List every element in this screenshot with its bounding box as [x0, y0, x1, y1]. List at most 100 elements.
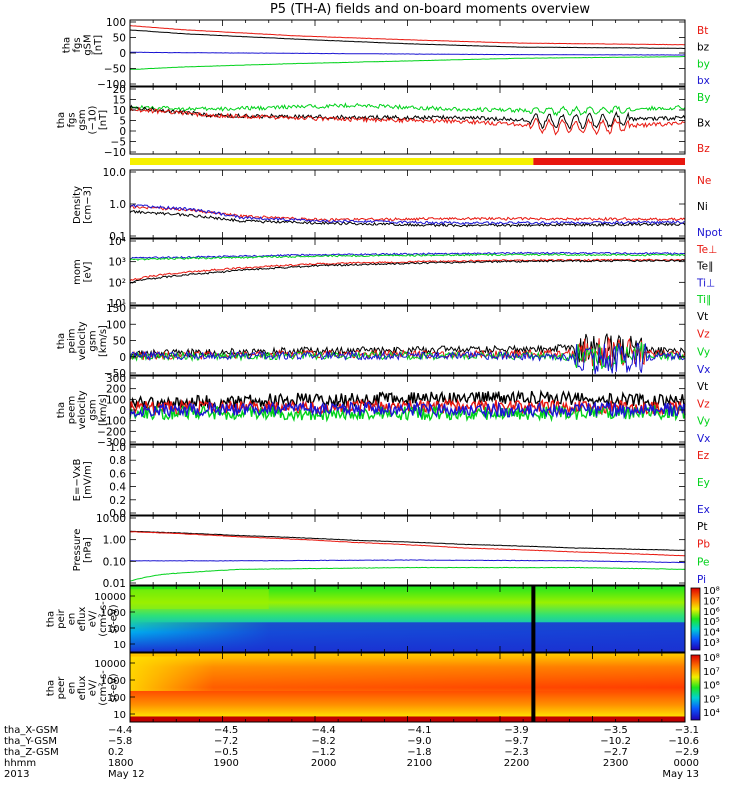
y-tick-label: 10²: [108, 277, 126, 289]
y-tick-label: 10: [113, 710, 126, 721]
legend-entry: Pi: [697, 574, 706, 586]
data-gap-stripe: [531, 586, 536, 652]
y-tick-label: 0.0: [109, 508, 126, 520]
colorbar-tick-label: 10⁶: [703, 607, 720, 618]
y-tick-label: 0: [119, 405, 126, 417]
x-axis-row-label: tha_X-GSM: [4, 725, 58, 736]
y-axis-label: [nT]: [93, 35, 104, 55]
panel-frame: [129, 86, 686, 155]
y-axis-label: (cm²-s-: [98, 601, 109, 637]
ion-high-energy-band: [130, 589, 269, 610]
series-line-vy: [129, 342, 686, 371]
y-tick-label: −200: [97, 426, 126, 438]
y-axis-label: fgs: [67, 112, 78, 127]
y-tick-label: 10.00: [96, 513, 126, 525]
x-axis-row-label: tha_Y-GSM: [4, 736, 57, 747]
y-axis-label: peem: [67, 396, 78, 424]
y-tick-label: 10: [113, 105, 126, 117]
y-tick-label: 200: [106, 384, 126, 396]
x-axis-value: −3.9: [504, 725, 528, 736]
legend-entry: Ti∥: [696, 294, 711, 306]
y-axis-label: tha: [56, 333, 67, 349]
y-tick-label: −50: [104, 64, 126, 76]
legend-entry: Pt: [697, 521, 707, 533]
y-tick-label: 0.10: [103, 556, 126, 568]
legend-entry: Te∥: [696, 261, 713, 273]
y-tick-label: 150: [106, 303, 126, 315]
series-line-pe: [129, 566, 686, 582]
y-axis-label: [km/s]: [98, 394, 109, 426]
fgs-gsm-panel: 100 50 0 −50 −100 Bt bz by bx tha fgs gSM [nT]: [61, 17, 710, 91]
y-axis-label: tha: [46, 611, 57, 627]
y-axis-label: peir: [56, 608, 67, 628]
y-tick-label: 1000: [101, 608, 126, 619]
y-axis-label: velocity: [77, 390, 88, 429]
x-axis-row-label: 2013: [4, 769, 29, 780]
y-tick-label: 100: [106, 319, 126, 331]
y-tick-label: 0: [119, 126, 126, 138]
y-tick-label: 1000: [101, 676, 126, 687]
y-tick-label: 1.0: [109, 199, 126, 211]
series-line-ti: [129, 253, 685, 261]
series-line-bz: [129, 106, 685, 136]
y-axis-label: [mV/m]: [82, 461, 93, 499]
y-axis-label: [nPa]: [82, 537, 93, 563]
x-axis-value: −10.6: [668, 736, 699, 747]
y-tick-label: 100: [106, 394, 126, 406]
figure-title: P5 (TH-A) fields and on-board moments ov…: [270, 2, 590, 17]
y-tick-label: −100: [97, 416, 126, 428]
panel-frame: [129, 515, 686, 586]
y-axis-label: eV/: [88, 679, 99, 696]
x-axis-value: −2.7: [603, 747, 627, 758]
x-axis-value: May 12: [108, 769, 145, 780]
legend-entry: Vz: [697, 329, 710, 341]
peer-spec-panel: 10⁸ 10⁷ 10⁶ 10⁵ 10⁴ 10000 1000 100 10 tha peer en ef…: [46, 652, 720, 723]
legend-entry: Bz: [697, 143, 710, 155]
legend-entry: Ex: [697, 504, 710, 516]
x-axis-value: 2300: [603, 758, 628, 769]
colorbar-tick-label: 10⁴: [703, 708, 720, 719]
legend-entry: Pb: [697, 539, 710, 551]
y-axis-label: tha: [46, 680, 57, 696]
y-axis-label: [nT]: [98, 110, 109, 130]
y-tick-label: 50: [113, 33, 126, 45]
pressure-panel: 10.00 1.00 0.10 0.01 Pt Pb Pe Pi Pressure [nPa]: [72, 513, 711, 590]
x-axis-value: −4.4: [108, 725, 132, 736]
y-axis-label: tha: [61, 37, 72, 53]
x-axis-row-label: hhmm: [4, 758, 36, 769]
y-tick-label: 50: [113, 336, 126, 348]
colorbar-tick-label: 10⁵: [703, 617, 720, 628]
colorbar-tick-label: 10⁸: [703, 653, 720, 664]
legend-entry: Ey: [697, 477, 710, 489]
y-axis-label: [eV]: [82, 262, 93, 283]
y-axis-label: [km/s]: [98, 325, 109, 357]
x-axis-value: −0.5: [214, 747, 238, 758]
efield-panel: 1.00.80.6 0.40.20.0 Ez Ey Ex E=−VxB [mV/m]: [72, 442, 710, 520]
series-line-pi: [129, 559, 686, 564]
y-tick-label: 10: [113, 640, 126, 651]
y-axis-label: (cm²-s-: [98, 670, 109, 706]
y-axis-label: eflux: [77, 607, 88, 632]
y-tick-label: −10: [104, 147, 126, 159]
x-axis-value: −2.3: [504, 747, 528, 758]
x-axis-value: 0000: [674, 758, 699, 769]
y-tick-label: 300: [106, 373, 126, 385]
y-tick-label: 1.00: [103, 535, 126, 547]
y-axis-label: mom: [72, 259, 83, 285]
legend-entry: Bx: [697, 118, 710, 130]
y-tick-label: −100: [97, 79, 126, 91]
x-axis-row-label: tha_Z-GSM: [4, 747, 59, 758]
series-line-bx: [129, 51, 686, 56]
colorbar-tick-label: 10⁵: [703, 694, 720, 705]
x-axis-value: −10.2: [600, 736, 631, 747]
y-tick-label: 0: [119, 352, 126, 364]
legend-entry: Vx: [697, 433, 710, 445]
y-axis-label: en: [67, 613, 78, 626]
x-axis-value: −3.1: [675, 725, 699, 736]
x-axis-value: −9.7: [504, 736, 528, 747]
colorbar-tick-label: 10⁸: [703, 586, 720, 597]
